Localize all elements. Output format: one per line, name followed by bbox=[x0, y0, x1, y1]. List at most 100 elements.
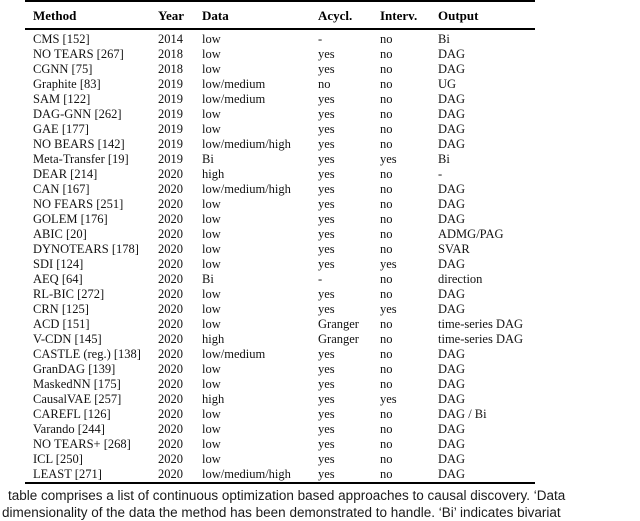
table-cell: DAG bbox=[438, 122, 466, 136]
table-cell: low bbox=[202, 302, 221, 316]
column-header-interv: Interv. bbox=[380, 1, 438, 30]
table-cell: 2020 bbox=[158, 332, 183, 346]
table-cell: low/medium bbox=[202, 77, 266, 91]
table-cell: yes bbox=[318, 182, 335, 196]
table-cell: no bbox=[380, 422, 393, 436]
table-cell: 2020 bbox=[158, 242, 183, 256]
table-cell: DAG bbox=[438, 182, 466, 196]
table-cell: low/medium bbox=[202, 347, 266, 361]
table-row: Varando [244] 2020 low yes no DAG bbox=[25, 422, 535, 437]
table-cell: no bbox=[380, 77, 393, 91]
table-cell: ADMG/PAG bbox=[438, 227, 504, 241]
table-cell: yes bbox=[380, 152, 397, 166]
table-cell: yes bbox=[318, 62, 335, 76]
table-cell: Bi bbox=[438, 152, 450, 166]
table-cell: Bi bbox=[202, 272, 214, 286]
table-cell: high bbox=[202, 332, 225, 346]
table-cell: NO TEARS [267] bbox=[33, 47, 124, 61]
table-cell: no bbox=[380, 137, 393, 151]
table-cell: UG bbox=[438, 77, 457, 91]
table-cell: Granger bbox=[318, 332, 359, 346]
table-cell: yes bbox=[318, 452, 335, 466]
table-caption: table comprises a list of continuous opt… bbox=[0, 487, 640, 521]
table-cell: CMS [152] bbox=[33, 32, 90, 46]
table-row: MaskedNN [175] 2020 low yes no DAG bbox=[25, 377, 535, 392]
table-cell: MaskedNN [175] bbox=[33, 377, 121, 391]
table-cell: NO TEARS+ [268] bbox=[33, 437, 131, 451]
table-cell: CAREFL [126] bbox=[33, 407, 111, 421]
table-cell: 2020 bbox=[158, 467, 183, 481]
table-cell: yes bbox=[318, 152, 335, 166]
table-row: CAN [167] 2020 low/medium/high yes no DAG bbox=[25, 182, 535, 197]
table-cell: low bbox=[202, 422, 221, 436]
table-row: V-CDN [145] 2020 high Granger no time-series … bbox=[25, 332, 535, 347]
table-cell: DYNOTEARS [178] bbox=[33, 242, 139, 256]
table-cell: GOLEM [176] bbox=[33, 212, 108, 226]
table-cell: SAM [122] bbox=[33, 92, 91, 106]
table-cell: no bbox=[380, 332, 393, 346]
table-cell: 2020 bbox=[158, 272, 183, 286]
table-row: SAM [122] 2019 low/medium yes no DAG bbox=[25, 92, 535, 107]
table-cell: 2020 bbox=[158, 377, 183, 391]
table-cell: low/medium bbox=[202, 92, 266, 106]
table-cell: DAG bbox=[438, 422, 466, 436]
table-cell: yes bbox=[380, 257, 397, 271]
table-cell: 2019 bbox=[158, 122, 183, 136]
continuous-optimization-methods-table: Method Year Data Acycl. Interv. Output C… bbox=[25, 0, 535, 484]
table-cell: low bbox=[202, 452, 221, 466]
table-cell: 2020 bbox=[158, 437, 183, 451]
column-header-method: Method bbox=[25, 1, 158, 30]
table-cell: yes bbox=[318, 392, 335, 406]
table-cell: CASTLE (reg.) [138] bbox=[33, 347, 141, 361]
table-row: DYNOTEARS [178] 2020 low yes no SVAR bbox=[25, 242, 535, 257]
table-cell: high bbox=[202, 167, 225, 181]
table-row: LEAST [271] 2020 low/medium/high yes no DAG bbox=[25, 467, 535, 483]
table-cell: 2019 bbox=[158, 92, 183, 106]
table-cell: no bbox=[380, 167, 393, 181]
table-row: AEQ [64] 2020 Bi - no direction bbox=[25, 272, 535, 287]
table-cell: ICL [250] bbox=[33, 452, 83, 466]
table-cell: - bbox=[318, 32, 323, 46]
table-cell: RL-BIC [272] bbox=[33, 287, 105, 301]
table-row: SDI [124] 2020 low yes yes DAG bbox=[25, 257, 535, 272]
table-cell: low bbox=[202, 122, 221, 136]
table-cell: no bbox=[380, 347, 393, 361]
table-cell: Varando [244] bbox=[33, 422, 105, 436]
table-cell: 2020 bbox=[158, 392, 183, 406]
table-cell: time-series DAG bbox=[438, 317, 524, 331]
table-cell: ACD [151] bbox=[33, 317, 90, 331]
table-cell: DAG bbox=[438, 437, 466, 451]
table-row: ICL [250] 2020 low yes no DAG bbox=[25, 452, 535, 467]
table-cell: yes bbox=[318, 242, 335, 256]
table-cell: yes bbox=[380, 392, 397, 406]
column-header-year: Year bbox=[158, 1, 202, 30]
table-row: NO FEARS [251] 2020 low yes no DAG bbox=[25, 197, 535, 212]
table-cell: yes bbox=[318, 377, 335, 391]
table-row: GranDAG [139] 2020 low yes no DAG bbox=[25, 362, 535, 377]
table-cell: DAG bbox=[438, 197, 466, 211]
table-cell: GranDAG [139] bbox=[33, 362, 116, 376]
table-cell: low bbox=[202, 62, 221, 76]
table-row: RL-BIC [272] 2020 low yes no DAG bbox=[25, 287, 535, 302]
caption-line-2: dimensionality of the data the method ha… bbox=[2, 505, 561, 520]
column-header-data: Data bbox=[202, 1, 318, 30]
table-cell: no bbox=[380, 272, 393, 286]
table-cell: yes bbox=[318, 302, 335, 316]
table-cell: 2019 bbox=[158, 77, 183, 91]
table-cell: 2020 bbox=[158, 182, 183, 196]
table-cell: CRN [125] bbox=[33, 302, 89, 316]
table-cell: low bbox=[202, 197, 221, 211]
table-row: CASTLE (reg.) [138] 2020 low/medium yes no DA… bbox=[25, 347, 535, 362]
table-cell: SDI [124] bbox=[33, 257, 84, 271]
column-header-output: Output bbox=[438, 1, 535, 30]
table-cell: no bbox=[380, 122, 393, 136]
table-cell: no bbox=[380, 62, 393, 76]
table-cell: yes bbox=[318, 362, 335, 376]
table-cell: no bbox=[380, 407, 393, 421]
table-cell: yes bbox=[318, 92, 335, 106]
table-cell: yes bbox=[318, 47, 335, 61]
table-row: Meta-Transfer [19] 2019 Bi yes yes Bi bbox=[25, 152, 535, 167]
table-cell: yes bbox=[318, 167, 335, 181]
table-cell: low bbox=[202, 47, 221, 61]
table-cell: ABIC [20] bbox=[33, 227, 87, 241]
